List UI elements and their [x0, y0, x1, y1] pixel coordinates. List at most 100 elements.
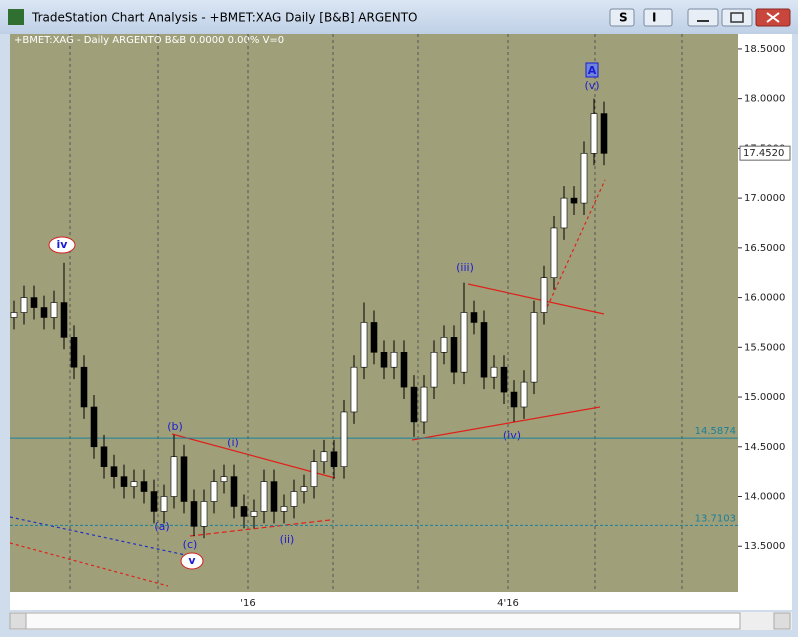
candle-body — [550, 227, 558, 278]
candle-body — [420, 386, 428, 423]
candle-body — [300, 486, 308, 492]
scroll-right[interactable] — [773, 612, 791, 630]
candle-body — [360, 322, 368, 368]
y-tick-label: 16.5000 — [744, 243, 785, 254]
scroll-thumb[interactable] — [25, 612, 741, 630]
candle-body — [160, 496, 168, 512]
candle-body — [540, 277, 548, 313]
toolbar-button[interactable] — [643, 8, 673, 27]
candle-body — [460, 312, 468, 373]
last-price-label: 17.4520 — [743, 148, 784, 159]
candle-body — [250, 511, 258, 517]
candle-body — [100, 446, 108, 467]
candle-body — [270, 481, 278, 512]
candle-body — [40, 307, 48, 318]
wave-label: (ii) — [280, 533, 295, 546]
candle-body — [580, 153, 588, 204]
wave-label: (iv) — [503, 429, 521, 442]
minimize-button[interactable] — [687, 8, 719, 27]
candle-body — [390, 351, 398, 368]
y-tick-label: 17.0000 — [744, 193, 785, 204]
wave-label: (a) — [154, 520, 169, 533]
y-tick-label: 16.0000 — [744, 293, 785, 304]
candle-body — [440, 337, 448, 353]
candle-body — [70, 337, 78, 368]
wave-oval — [180, 552, 204, 570]
x-tick-label: 4'16 — [497, 598, 519, 609]
candle-body — [520, 381, 528, 408]
candle-body — [450, 337, 458, 373]
candle-body — [170, 456, 178, 497]
candle-body — [20, 297, 28, 313]
candle-body — [510, 391, 518, 408]
candle-body — [380, 351, 388, 368]
candle-body — [290, 491, 298, 507]
y-tick-label: 14.0000 — [744, 492, 785, 503]
candle-body — [590, 113, 598, 154]
candle-body — [530, 312, 538, 383]
candle-body — [60, 302, 68, 338]
trendline — [171, 433, 336, 479]
wave-label: (b) — [167, 420, 183, 433]
y-tick-label: 15.0000 — [744, 392, 785, 403]
close-icon — [766, 12, 780, 23]
candle-body — [430, 351, 438, 388]
candle-body — [240, 506, 248, 517]
trendlines — [9, 179, 606, 587]
candle-body — [490, 366, 498, 378]
candle-body — [130, 481, 138, 487]
x-tick-label: '16 — [240, 598, 255, 609]
candle-body — [320, 451, 328, 463]
candle-body — [120, 476, 128, 487]
y-tick-label: 18.5000 — [744, 44, 785, 55]
candle-body — [110, 466, 118, 477]
wave-label: (iii) — [456, 261, 474, 274]
candle-body — [190, 501, 198, 527]
candle-body — [500, 366, 508, 393]
trendline — [467, 283, 605, 315]
candle-body — [330, 451, 338, 467]
last-price-box — [739, 145, 791, 161]
candle-body — [310, 461, 318, 487]
wave-label: v — [188, 554, 196, 567]
level-label: 13.7103 — [695, 513, 736, 524]
candle-body — [370, 322, 378, 353]
candle-body — [410, 386, 418, 423]
trendline — [9, 516, 191, 557]
scroll-left[interactable] — [9, 612, 27, 630]
window-title: TradeStation Chart Analysis - +BMET:XAG … — [31, 11, 418, 25]
candle-body — [210, 481, 218, 502]
wave-label: iv — [57, 238, 69, 251]
candle-body — [220, 476, 228, 482]
candle-body — [340, 411, 348, 467]
candle-body — [230, 476, 238, 507]
y-tick-label: 18.0000 — [744, 94, 785, 105]
wave-label: (c) — [183, 538, 198, 551]
y-tick-label: 14.5000 — [744, 442, 785, 453]
level-label: 14.5874 — [695, 426, 736, 437]
wave-label: A — [588, 64, 597, 77]
candle-body — [280, 506, 288, 512]
candle-body — [150, 491, 158, 512]
candle-body — [200, 501, 208, 527]
toolbar-button[interactable] — [609, 8, 635, 27]
candle-body — [480, 322, 488, 378]
candle-body — [50, 302, 58, 318]
toolbar-button-label: S — [619, 11, 628, 25]
candle-body — [260, 481, 268, 512]
price-axis — [738, 34, 792, 592]
candle-body — [140, 481, 148, 492]
trendline — [544, 179, 606, 313]
wave-label: (i) — [227, 436, 239, 449]
wave-box — [585, 62, 599, 78]
maximize-button[interactable] — [721, 8, 753, 27]
candle-body — [560, 197, 568, 229]
y-tick-label: 15.5000 — [744, 342, 785, 353]
candle-body — [570, 197, 578, 204]
maximize-icon — [730, 12, 744, 23]
time-axis — [10, 592, 792, 610]
toolbar-button-label: I — [652, 11, 656, 25]
candle-body — [470, 312, 478, 323]
